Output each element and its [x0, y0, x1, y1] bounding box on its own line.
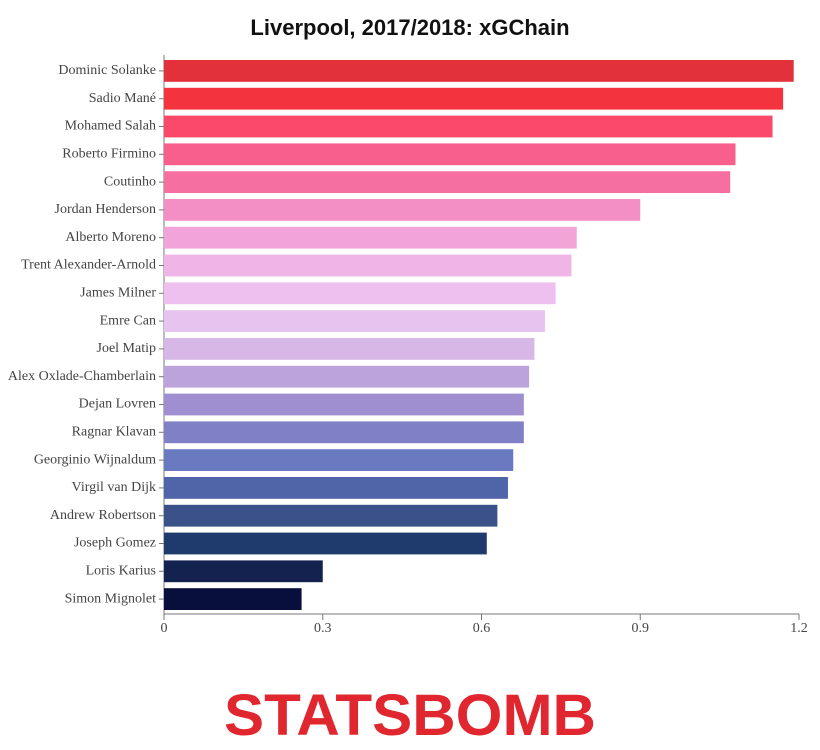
y-tick-label: Alberto Moreno: [65, 230, 156, 245]
y-tick-label: Alex Oxlade-Chamberlain: [8, 369, 156, 384]
x-tick-label: 0.6: [473, 621, 491, 636]
y-tick-label: Dominic Solanke: [58, 63, 156, 78]
bar: [164, 282, 556, 305]
bar: [164, 449, 514, 471]
logo: STATSBOMB: [224, 683, 596, 748]
y-tick-label: Trent Alexander-Arnold: [21, 258, 156, 273]
bar: [164, 365, 530, 388]
bar: [164, 504, 498, 527]
chart-title: Liverpool, 2017/2018: xGChain: [250, 15, 569, 40]
y-tick-label: Joseph Gomez: [74, 536, 156, 551]
y-tick-label: Ragnar Klavan: [72, 425, 156, 440]
y-tick-label: James Milner: [80, 286, 156, 301]
y-tick-label: Roberto Firmino: [62, 147, 156, 162]
y-tick-label: Georginio Wijnaldum: [34, 452, 156, 467]
bar: [164, 87, 784, 110]
bar: [164, 310, 545, 332]
bar: [164, 171, 731, 193]
y-tick-label: Simon Mignolet: [65, 591, 157, 606]
x-tick-label: 0.3: [314, 621, 332, 636]
x-tick-label: 0.9: [632, 621, 650, 636]
y-tick-label: Sadio Mané: [89, 91, 156, 106]
y-tick-label: Andrew Robertson: [50, 508, 156, 523]
y-tick-label: Jordan Henderson: [55, 202, 156, 217]
y-tick-label: Mohamed Salah: [65, 119, 156, 134]
bar: [164, 115, 773, 138]
x-tick-label: 1.2: [790, 621, 808, 636]
bar: [164, 254, 572, 277]
bar: [164, 393, 524, 416]
bar: [164, 199, 641, 221]
y-tick-label: Joel Matip: [97, 341, 157, 356]
y-tick-label: Dejan Lovren: [79, 397, 156, 412]
bar: [164, 532, 487, 555]
y-tick-label: Coutinho: [104, 174, 156, 189]
y-tick-label: Virgil van Dijk: [72, 480, 156, 495]
y-tick-label: Loris Karius: [86, 564, 156, 579]
bar: [164, 338, 535, 360]
y-tick-label: Emre Can: [100, 313, 156, 328]
bar: [164, 588, 302, 610]
bar: [164, 560, 323, 583]
x-tick-label: 0: [161, 621, 168, 636]
bar: [164, 226, 577, 249]
bar: [164, 477, 508, 499]
bar: [164, 143, 736, 166]
bar: [164, 421, 524, 444]
bar: [164, 60, 794, 82]
